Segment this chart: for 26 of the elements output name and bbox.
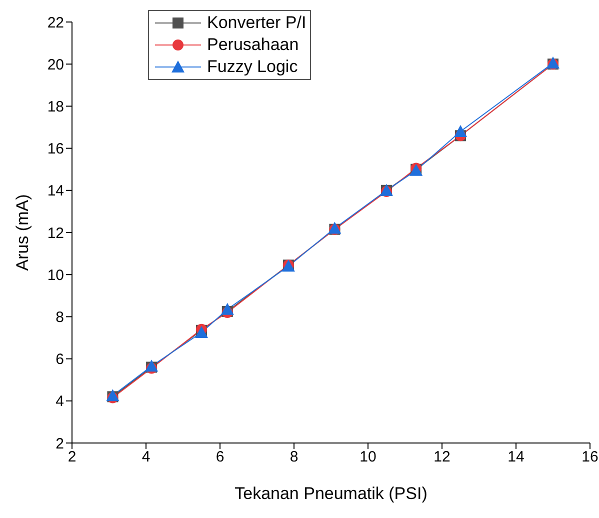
point bbox=[220, 302, 234, 315]
x-tick-label: 12 bbox=[434, 448, 450, 466]
y-tick-label: 10 bbox=[47, 266, 64, 284]
x-tick-label: 2 bbox=[68, 448, 76, 466]
y-tick-label: 16 bbox=[47, 140, 64, 158]
x-axis-title: Tekanan Pneumatik (PSI) bbox=[234, 484, 428, 503]
legend-label: Perusahaan bbox=[207, 34, 299, 56]
x-tick-label: 16 bbox=[582, 448, 598, 466]
y-tick-label: 2 bbox=[56, 435, 64, 452]
x-tick-label: 4 bbox=[142, 448, 150, 466]
y-axis-title: Arus (mA) bbox=[13, 194, 32, 271]
x-tick-label: 6 bbox=[216, 448, 224, 466]
y-tick-label: 4 bbox=[56, 393, 64, 410]
legend-label: Konverter P/I bbox=[207, 12, 306, 34]
legend-label: Fuzzy Logic bbox=[207, 56, 298, 78]
x-tick-label: 14 bbox=[508, 448, 524, 466]
y-tick-label: 12 bbox=[47, 224, 64, 242]
y-tick-label: 8 bbox=[56, 309, 64, 326]
y-tick-label: 6 bbox=[56, 351, 64, 368]
y-tick-label: 20 bbox=[47, 56, 64, 74]
x-tick-label: 10 bbox=[360, 448, 376, 466]
y-tick-label: 18 bbox=[47, 98, 64, 116]
y-tick-label: 14 bbox=[47, 182, 64, 200]
y-tick-label: 22 bbox=[47, 14, 64, 32]
x-tick-label: 8 bbox=[290, 448, 298, 466]
point bbox=[454, 124, 467, 137]
